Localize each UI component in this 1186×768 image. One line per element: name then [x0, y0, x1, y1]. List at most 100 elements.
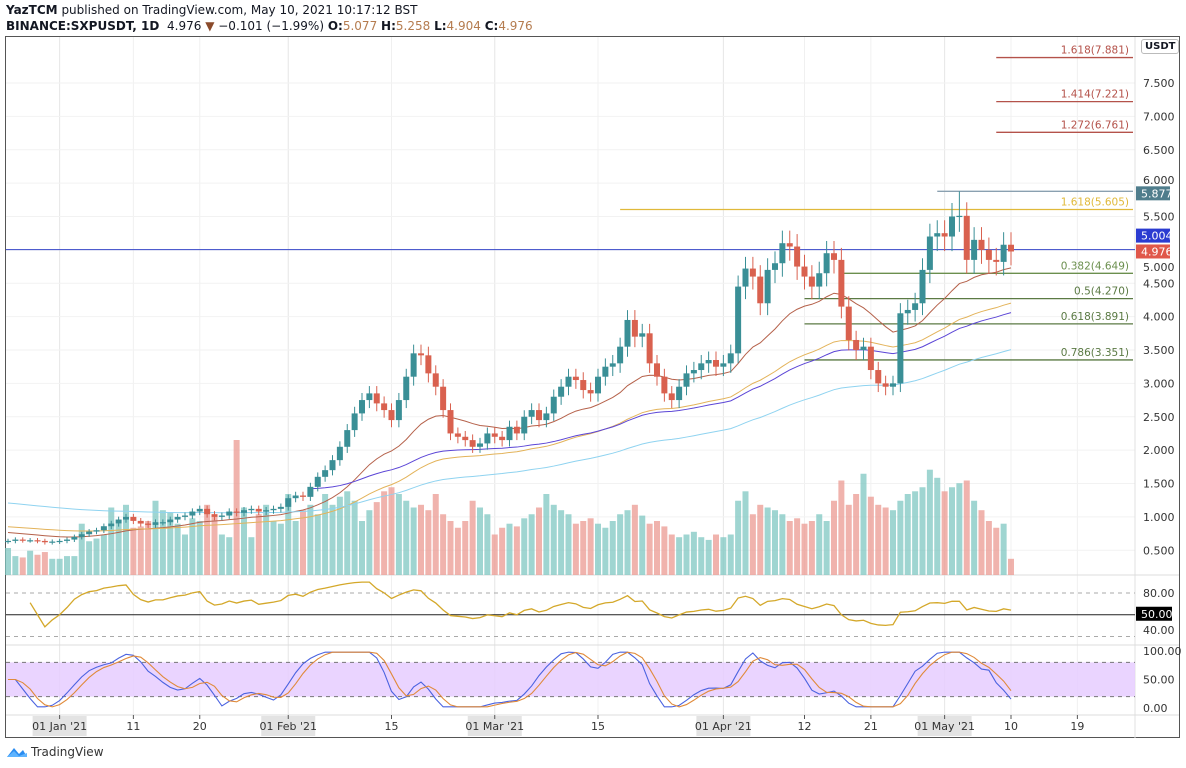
candle-body: [233, 511, 240, 513]
volume-bar: [705, 539, 712, 575]
time-axis-label: 01 Mar '21: [465, 720, 524, 733]
candle-body: [145, 523, 152, 525]
candle: [860, 337, 867, 361]
fib-level-label: 0.786(3.351): [1061, 347, 1129, 359]
candle: [189, 508, 196, 519]
candle: [602, 358, 609, 386]
candle-body: [624, 319, 631, 347]
candle: [381, 396, 388, 418]
time-axis-label: 01 Apr '21: [695, 720, 752, 733]
price-axis-label: 6.000: [1143, 174, 1175, 187]
fib-level-label: 1.618(5.605): [1061, 196, 1129, 208]
candle: [912, 292, 919, 322]
tradingview-brand[interactable]: TradingView: [6, 745, 104, 759]
price-axis-label: 3.500: [1143, 344, 1175, 357]
candle-body: [196, 508, 203, 512]
candle: [956, 191, 963, 232]
candle-body: [941, 233, 948, 237]
candle-body: [558, 386, 565, 397]
volume-bar: [772, 510, 778, 575]
volume-bar: [314, 514, 321, 575]
chart-frame[interactable]: [5, 36, 1180, 738]
candle: [816, 261, 823, 300]
rsi-axis-label: 40.00: [1143, 624, 1175, 637]
candle-body: [602, 366, 609, 377]
rsi-line: [29, 581, 1012, 628]
candle-body: [19, 539, 26, 541]
candle: [123, 513, 129, 523]
fib-level-label: 1.414(7.221): [1061, 89, 1129, 101]
volume-bar: [580, 521, 587, 575]
volume-bar: [845, 504, 852, 575]
triangle-down-icon: ▼: [205, 19, 215, 33]
volume-bar: [713, 534, 719, 575]
open-value: 5.077: [342, 19, 378, 33]
candle: [676, 379, 683, 409]
close-value: 4.976: [498, 19, 533, 33]
price-axis-label: 1.500: [1143, 478, 1175, 491]
candle: [993, 247, 1000, 276]
candle-body: [115, 519, 122, 524]
candle-body: [425, 355, 432, 374]
volume-bar: [123, 504, 129, 575]
candle-body: [454, 433, 461, 437]
volume-bar: [484, 514, 491, 575]
candle-body: [447, 410, 454, 434]
volume-bar: [831, 500, 837, 575]
price-axis-label: 3.000: [1143, 377, 1175, 390]
volume-bar: [432, 494, 439, 575]
fib-level-label: 0.5(4.270): [1074, 286, 1129, 298]
volume-bar: [565, 514, 572, 575]
candle-body: [307, 486, 314, 497]
candle-body: [189, 511, 196, 516]
candle: [550, 389, 557, 421]
volume-bar: [838, 480, 845, 575]
volume-bar: [410, 507, 417, 575]
candle-body: [949, 216, 955, 237]
candle-body: [462, 436, 469, 441]
price-tag: [1136, 228, 1170, 243]
candle: [506, 420, 513, 447]
volume-bar: [300, 510, 306, 575]
candle: [388, 403, 395, 428]
candle-body: [550, 396, 557, 414]
candle: [56, 538, 63, 544]
candle: [897, 303, 904, 393]
stoch-k-line: [8, 651, 1012, 708]
candle: [322, 465, 329, 482]
candle: [609, 354, 616, 377]
candle-body: [432, 373, 439, 387]
time-axis-label: 01 Jan '21: [32, 720, 87, 733]
candle: [130, 513, 137, 525]
candle: [418, 344, 424, 366]
volume-bar: [189, 518, 196, 575]
candle-body: [300, 495, 306, 497]
candle: [801, 254, 808, 290]
candle: [167, 516, 174, 526]
volume-bar: [735, 500, 742, 575]
volume-bar: [115, 523, 122, 575]
volume-bar: [425, 510, 432, 575]
candle: [595, 368, 601, 402]
volume-bar: [152, 500, 159, 575]
candle-body: [639, 333, 646, 337]
candle: [233, 508, 240, 517]
candle-body: [801, 266, 808, 277]
candle: [49, 539, 56, 545]
volume-bar: [978, 510, 985, 575]
volume-bar: [897, 500, 904, 575]
candle: [19, 537, 26, 543]
volume-bar: [727, 534, 734, 575]
candle: [159, 519, 166, 526]
currency-label[interactable]: USDT: [1141, 39, 1180, 54]
candle-body: [720, 363, 727, 367]
candle: [410, 344, 417, 386]
volume-bar: [823, 521, 830, 575]
volume-bar: [1008, 558, 1014, 575]
author-name[interactable]: YazTCM: [6, 3, 58, 17]
candle-body: [838, 259, 845, 307]
candle-body: [690, 370, 697, 374]
candle: [580, 372, 587, 399]
candle: [904, 299, 911, 325]
